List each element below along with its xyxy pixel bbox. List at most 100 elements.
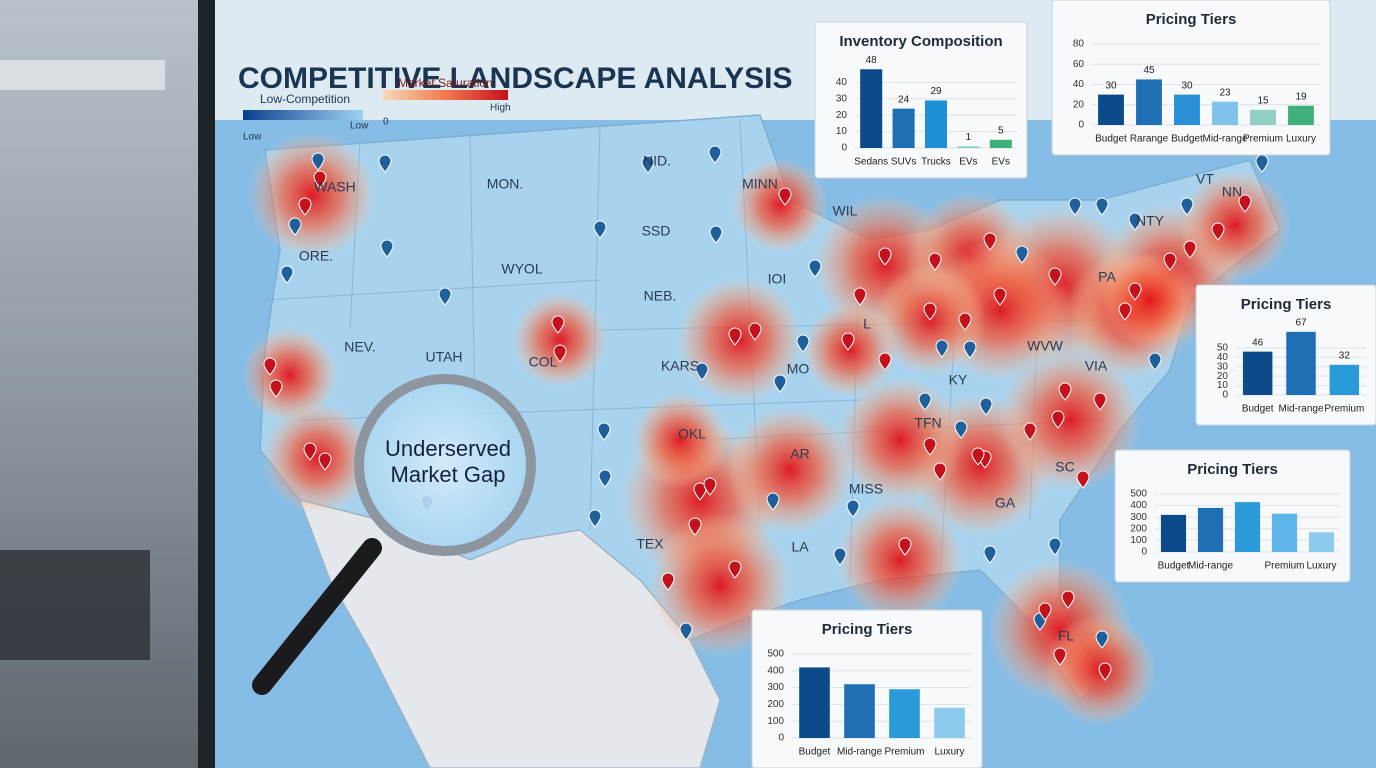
y-tick-label: 400: [1130, 500, 1147, 511]
pin: [923, 302, 937, 321]
y-tick-label: 40: [1217, 352, 1229, 363]
x-tick-label: Budget: [799, 747, 831, 758]
pin: [993, 287, 1007, 306]
pin: [958, 312, 972, 331]
pin: [918, 392, 932, 411]
bar: [1242, 351, 1273, 395]
pins: [263, 145, 1269, 681]
legend-low-bar: [243, 110, 363, 120]
bar: [1212, 101, 1238, 125]
state-label: MISS: [849, 481, 883, 497]
pin: [1048, 537, 1062, 556]
pin: [269, 379, 283, 398]
heat-spot: [1179, 169, 1291, 281]
state-label: LA: [791, 539, 809, 555]
pin: [1048, 267, 1062, 286]
heat-spot: [998, 348, 1142, 492]
legend-low-left: Low: [243, 132, 262, 143]
state-label: GA: [995, 495, 1016, 511]
pin: [1038, 602, 1052, 621]
chart-panel: Pricing Tiers 0 100 200 300 400 500 Budget Mid-r…: [751, 609, 983, 768]
y-tick-label: 0: [1078, 120, 1084, 131]
heat-spot: [802, 302, 898, 398]
pin: [1180, 197, 1194, 216]
pin: [846, 499, 860, 518]
pin: [380, 239, 394, 258]
pin: [1238, 194, 1252, 213]
chart-panel: Pricing Tiers 0 20 40 60 80 30 Budget 45 Rarange 3…: [1051, 0, 1331, 156]
pin: [695, 362, 709, 381]
screen: WASH ORE. MON. NID. SSD WYOL NEB. NEV. UTAH COL KA…: [215, 0, 1376, 768]
state-label: SC: [1055, 459, 1074, 475]
value-label: 29: [930, 86, 942, 97]
y-tick-label: 0: [778, 733, 784, 744]
y-tick-label: 40: [836, 77, 848, 88]
y-tick-label: 30: [1217, 361, 1229, 372]
value-label: 30: [1181, 80, 1193, 91]
pin: [1211, 222, 1225, 241]
heat-spot: [248, 131, 376, 259]
pin: [641, 155, 655, 174]
state-label: NEV.: [344, 339, 375, 355]
value-label: 23: [1219, 87, 1231, 98]
x-tick-label: Mid-range: [837, 747, 882, 758]
y-tick-label: 200: [1130, 523, 1147, 534]
state-label: L: [863, 316, 871, 332]
x-tick-label: Budget: [1171, 134, 1203, 145]
pin: [979, 397, 993, 416]
pin: [933, 462, 947, 481]
value-label: 48: [866, 55, 878, 66]
pin: [954, 420, 968, 439]
pin: [588, 509, 602, 528]
pin: [593, 220, 607, 239]
x-tick-label: Mid-range: [1188, 561, 1233, 572]
pin: [1118, 302, 1132, 321]
pin: [853, 287, 867, 306]
state-label: KY: [949, 372, 968, 388]
y-tick-label: 20: [1217, 371, 1229, 382]
y-tick-label: 10: [836, 126, 848, 137]
pin: [1015, 245, 1029, 264]
pin: [766, 492, 780, 511]
pin: [878, 352, 892, 371]
legend-sat-right: High: [490, 103, 511, 114]
bar: [1288, 105, 1314, 125]
state-label: TFN: [914, 415, 941, 431]
heat-spot: [242, 327, 338, 423]
heat-spot: [512, 292, 608, 388]
y-tick-label: 500: [767, 649, 784, 660]
state-label: NTY: [1136, 213, 1165, 229]
value-label: 32: [1339, 350, 1351, 361]
y-tick-label: 20: [1073, 99, 1085, 110]
x-tick-label: Luxury: [934, 747, 964, 758]
chart-title: Pricing Tiers: [1146, 11, 1237, 28]
bar: [1136, 79, 1162, 125]
x-tick-label: Premium: [1243, 134, 1283, 145]
bar: [1234, 502, 1261, 552]
x-tick-label: Luxury: [1286, 134, 1316, 145]
y-tick-label: 0: [1222, 390, 1228, 401]
callout-line: Underserved: [385, 436, 511, 461]
pin: [378, 154, 392, 173]
pin: [748, 322, 762, 341]
pin: [551, 315, 565, 334]
pin: [841, 332, 855, 351]
state-label: PA: [1098, 269, 1116, 285]
y-tick-label: 200: [767, 699, 784, 710]
y-tick-label: 30: [836, 93, 848, 104]
chart-panels: Inventory Composition01020304048Sedans24…: [751, 0, 1376, 768]
x-tick-label: EVs: [959, 157, 977, 168]
pin: [597, 422, 611, 441]
ceiling-light: [0, 60, 165, 90]
pin: [1093, 392, 1107, 411]
pin: [288, 217, 302, 236]
pin: [983, 545, 997, 564]
bar: [1308, 532, 1335, 552]
heat-spot: [836, 376, 964, 504]
pin: [728, 327, 742, 346]
state-label: KARS: [661, 358, 699, 374]
state-label: MON.: [487, 176, 524, 192]
